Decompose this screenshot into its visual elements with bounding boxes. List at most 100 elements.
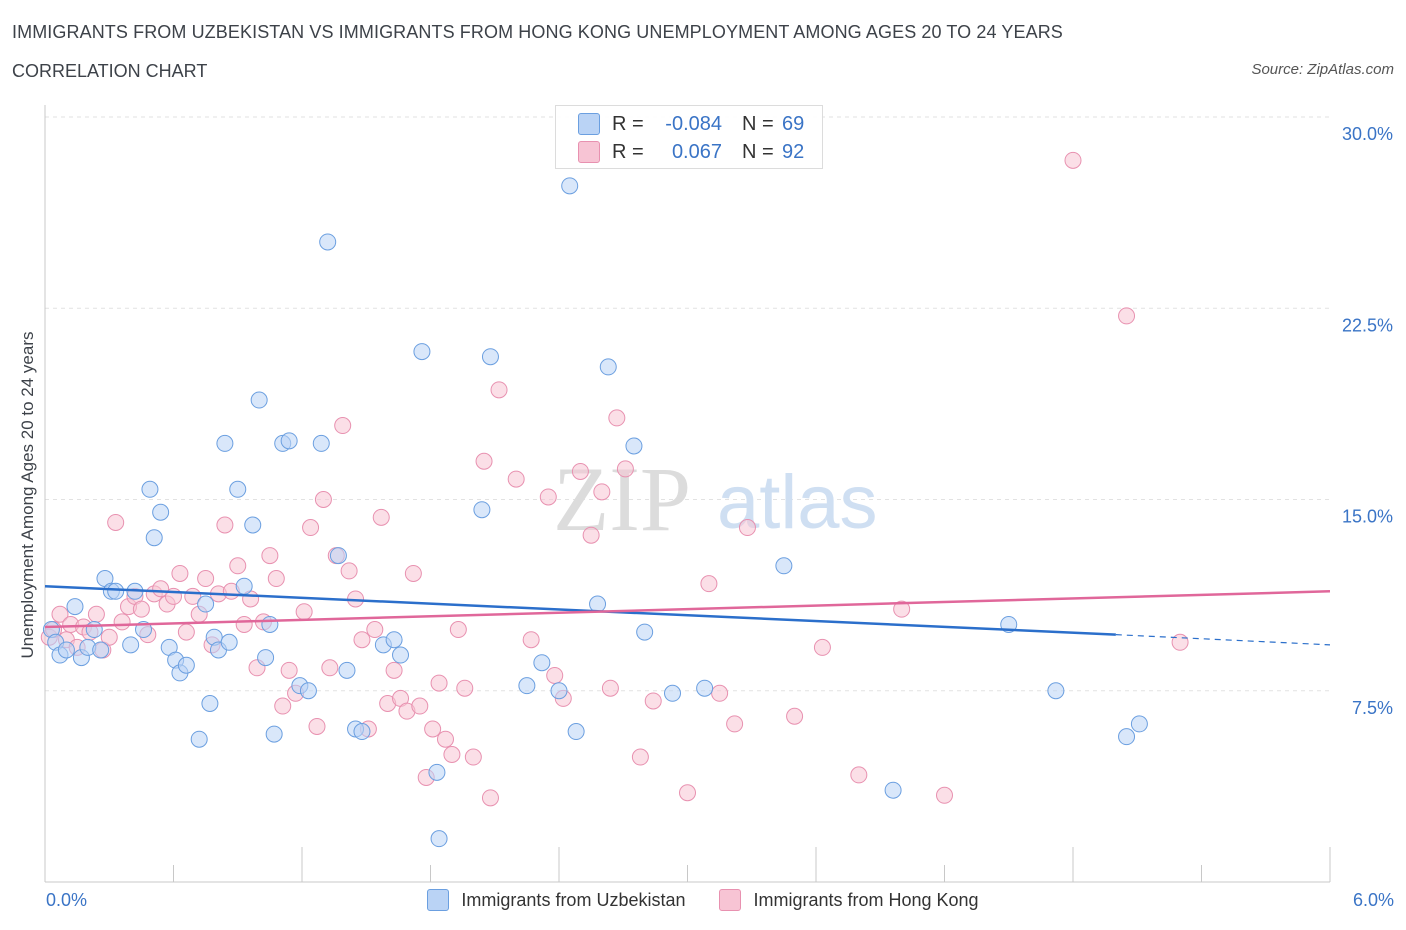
hongkong-point xyxy=(302,519,320,537)
uzbekistan-point xyxy=(561,177,579,195)
chart-title: IMMIGRANTS FROM UZBEKISTAN VS IMMIGRANTS… xyxy=(12,22,1063,42)
uzbekistan-point xyxy=(250,391,268,409)
uzbekistan-point xyxy=(197,595,215,613)
hongkong-point xyxy=(1118,307,1136,325)
stats-row-hongkong: R = 0.067 N = 92 xyxy=(578,139,804,165)
hongkong-point xyxy=(87,605,105,623)
chart-subtitle: CORRELATION CHART xyxy=(12,61,208,81)
stats-swatch-uzbekistan xyxy=(578,113,600,135)
uzbekistan-point xyxy=(261,615,279,633)
uzbekistan-point xyxy=(353,723,371,741)
hongkong-point xyxy=(593,483,611,501)
legend-swatch-uzbekistan xyxy=(427,889,450,911)
uzbekistan-point xyxy=(216,434,234,452)
uzbekistan-point xyxy=(299,682,317,700)
uzbekistan-point xyxy=(107,582,125,600)
uzbekistan-point xyxy=(392,646,410,664)
uzbekistan-point xyxy=(229,480,247,498)
y-tick-label: 15.0% xyxy=(1342,507,1393,527)
hongkong-point xyxy=(261,547,279,565)
uzbekistan-point xyxy=(481,348,499,366)
stats-row-uzbekistan: R = -0.084 N = 69 xyxy=(578,111,804,137)
hongkong-point xyxy=(353,631,371,649)
hongkong-point xyxy=(314,491,332,508)
hongkong-point xyxy=(616,460,634,478)
hongkong-point xyxy=(216,516,234,534)
uzbekistan-point xyxy=(220,633,238,651)
uzbekistan-point xyxy=(413,343,431,361)
uzbekistan-point xyxy=(190,730,208,748)
hongkong-point xyxy=(507,470,525,488)
hongkong-point xyxy=(644,692,662,710)
uzbekistan-point xyxy=(152,503,170,521)
legend-label-uzbekistan: Immigrants from Uzbekistan xyxy=(461,889,686,910)
hongkong-point xyxy=(608,409,626,427)
uzbekistan-point xyxy=(775,557,793,575)
stats-r-label: R = xyxy=(612,112,644,135)
uzbekistan-point xyxy=(141,480,159,498)
uzbekistan-point xyxy=(92,641,110,659)
uzbekistan-point xyxy=(533,654,551,672)
hongkong-point xyxy=(786,707,804,725)
stats-n-label: N = xyxy=(742,140,774,163)
hongkong-point xyxy=(893,600,911,618)
hongkong-point xyxy=(449,621,467,639)
uzbekistan-point xyxy=(235,577,253,595)
trend-line-uzbekistan-extension xyxy=(1115,634,1331,646)
hongkong-point xyxy=(113,613,131,631)
stats-r-label: R = xyxy=(612,140,644,163)
uzbekistan-point xyxy=(430,830,448,848)
uzbekistan-point xyxy=(625,437,643,455)
uzbekistan-point xyxy=(664,684,682,702)
legend-item-hongkong[interactable]: Immigrants from Hong Kong xyxy=(719,889,979,911)
uzbekistan-point xyxy=(265,725,283,743)
y-tick-labels: 7.5% 15.0% 22.5% 30.0% xyxy=(1342,124,1393,718)
gridlines xyxy=(45,116,1330,692)
hongkong-point xyxy=(522,631,540,649)
hongkong-point xyxy=(679,784,696,802)
uzbekistan-point xyxy=(636,623,654,641)
hongkong-point xyxy=(490,381,508,399)
hongkong-point xyxy=(280,661,298,679)
uzbekistan-point xyxy=(244,516,262,534)
stats-n-value-uzbekistan: 69 xyxy=(782,112,805,135)
hongkong-point xyxy=(700,575,718,593)
hongkong-point xyxy=(539,488,557,506)
legend: Immigrants from Uzbekistan Immigrants fr… xyxy=(0,889,1406,911)
y-tick-label: 7.5% xyxy=(1352,698,1393,718)
uzbekistan-point xyxy=(57,641,75,659)
hongkong-point xyxy=(107,513,125,531)
hongkong-point xyxy=(936,786,953,804)
hongkong-point xyxy=(366,621,384,639)
hongkong-point xyxy=(481,789,499,807)
hongkong-point xyxy=(267,570,285,588)
hongkong-point xyxy=(132,600,150,618)
uzbekistan-point xyxy=(85,621,103,639)
uzbekistan-point xyxy=(1047,682,1065,700)
hongkong-point xyxy=(372,508,390,526)
uzbekistan-point xyxy=(145,529,163,547)
watermark: ZIP atlas xyxy=(553,448,878,550)
hongkong-point xyxy=(475,452,493,470)
hongkong-point xyxy=(274,697,292,715)
trend-lines xyxy=(44,584,1331,646)
stats-n-label: N = xyxy=(742,112,774,135)
legend-item-uzbekistan[interactable]: Immigrants from Uzbekistan xyxy=(427,889,685,911)
uzbekistan-point xyxy=(473,501,491,519)
hongkong-point xyxy=(546,666,564,684)
hongkong-point xyxy=(411,697,429,715)
uzbekistan-point xyxy=(1118,728,1136,746)
hongkong-point xyxy=(385,661,403,679)
stats-r-value-uzbekistan: -0.084 xyxy=(665,112,722,135)
hongkong-point xyxy=(813,638,831,656)
uzbekistan-point xyxy=(428,763,446,781)
uzbekistan-point xyxy=(122,636,140,654)
hongkong-point xyxy=(631,748,649,766)
uzbekistan-point xyxy=(550,682,568,700)
uzbekistan-point xyxy=(589,595,607,613)
uzbekistan-point xyxy=(567,723,585,741)
trend-line-uzbekistan xyxy=(44,584,1116,636)
x-tick-label-max: 6.0% xyxy=(1352,890,1394,910)
uzbekistan-point xyxy=(518,677,536,695)
